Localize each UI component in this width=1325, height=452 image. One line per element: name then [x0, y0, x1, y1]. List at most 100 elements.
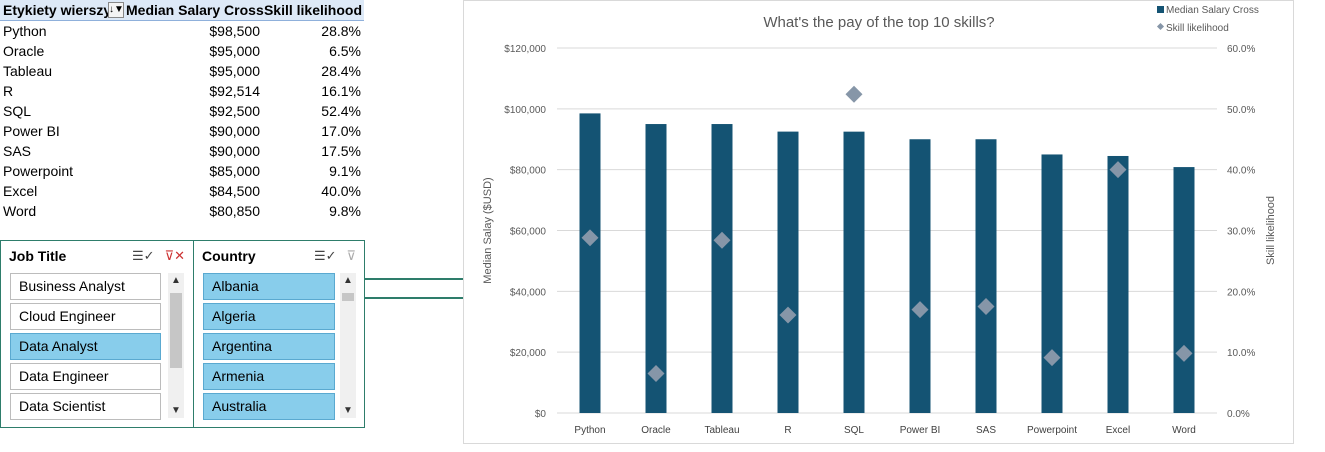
median-salary-cell: $92,500 [209, 103, 260, 119]
skill-marker [713, 231, 731, 249]
median-salary-cell: $95,000 [209, 43, 260, 59]
bar [1107, 155, 1129, 413]
filter-sort-icon[interactable]: ↓▼ [108, 2, 124, 18]
y2-tick-label: 60.0% [1227, 44, 1255, 55]
scroll-down-icon[interactable]: ▼ [171, 405, 181, 416]
skill-marker [647, 364, 665, 382]
skill-name: Word [3, 203, 37, 219]
slicer-item[interactable]: Algeria [203, 303, 335, 330]
y-tick-label: $100,000 [504, 105, 546, 116]
median-salary-cell: $90,000 [209, 123, 260, 139]
pivot-row[interactable]: Oracle $95,000 6.5% [0, 41, 364, 61]
bar [843, 131, 865, 414]
slicer-scrollbar[interactable]: ▲ ▼ [168, 273, 184, 418]
pivot-row[interactable]: SAS $90,000 17.5% [0, 141, 364, 161]
clear-filter-icon[interactable]: ⊽ [346, 248, 356, 263]
pivot-row[interactable]: Tableau $95,000 28.4% [0, 61, 364, 81]
x-tick-label: Python [574, 425, 605, 436]
median-salary-cell: $92,514 [209, 83, 260, 99]
slicer-item[interactable]: Australia [203, 393, 335, 420]
y-tick-label: $80,000 [510, 166, 547, 177]
connector-line [365, 278, 463, 280]
y2-tick-label: 10.0% [1227, 348, 1255, 359]
scroll-up-icon[interactable]: ▲ [171, 275, 181, 286]
skill-likelihood-cell: 28.8% [321, 23, 361, 39]
skill-name: Oracle [3, 43, 45, 59]
x-tick-label: Word [1172, 425, 1196, 436]
bar [711, 124, 733, 414]
connector-line [365, 297, 463, 299]
multi-select-icon[interactable]: ☰✓ [132, 248, 155, 263]
pivot-table: Etykiety wierszy ↓▼ Median Salary Cross … [0, 0, 364, 221]
y-tick-label: $0 [535, 409, 547, 420]
legend-label: Skill likelihood [1166, 23, 1229, 34]
scroll-down-icon[interactable]: ▼ [343, 405, 353, 416]
col-header-salary: Median Salary Cross [126, 2, 264, 18]
skill-name: SAS [3, 143, 32, 159]
slicer-item[interactable]: Data Analyst [10, 333, 161, 360]
scroll-thumb[interactable] [342, 293, 354, 301]
x-tick-label: Oracle [641, 425, 671, 436]
legend-swatch-marker [1156, 22, 1165, 31]
y2-tick-label: 30.0% [1227, 227, 1255, 238]
slicer-item[interactable]: Business Analyst [10, 273, 161, 300]
skill-name: Tableau [3, 63, 53, 79]
bar [975, 139, 997, 413]
bar [909, 139, 931, 413]
pivot-row[interactable]: R $92,514 16.1% [0, 81, 364, 101]
skill-likelihood-cell: 17.5% [321, 143, 361, 159]
y2-tick-label: 40.0% [1227, 166, 1255, 177]
col-header-skill: Skill likelihood [263, 2, 362, 18]
legend-swatch-bar [1157, 6, 1164, 13]
legend-label: Median Salary Cross [1166, 5, 1259, 16]
slicer-item[interactable]: Argentina [203, 333, 335, 360]
bar [1041, 154, 1063, 414]
median-salary-cell: $95,000 [209, 63, 260, 79]
skill-likelihood-cell: 17.0% [321, 123, 361, 139]
pivot-row[interactable]: Powerpoint $85,000 9.1% [0, 161, 364, 181]
y2-tick-label: 0.0% [1227, 409, 1250, 420]
chart-title: What's the pay of the top 10 skills? [763, 14, 994, 31]
scroll-thumb[interactable] [170, 293, 182, 368]
multi-select-icon[interactable]: ☰✓ [313, 248, 337, 263]
y-tick-label: $40,000 [510, 287, 547, 298]
clear-filter-icon[interactable]: ⊽✕ [164, 248, 185, 263]
slicer-item[interactable]: Data Engineer [10, 363, 161, 390]
median-salary-cell: $84,500 [209, 183, 260, 199]
slicer-title: Country [202, 248, 256, 264]
y-tick-label: $120,000 [504, 44, 546, 55]
skill-marker [977, 298, 995, 316]
slicer-panel: Job Title ☰✓ ⊽✕ Business Analyst Cloud En… [0, 240, 365, 428]
skill-marker [845, 85, 863, 103]
slicer-country: Country ☰✓ ⊽ Albania Algeria Argentina Arme… [193, 241, 364, 427]
slicer-item[interactable]: Albania [203, 273, 335, 300]
pivot-row[interactable]: SQL $92,500 52.4% [0, 101, 364, 121]
pivot-row[interactable]: Python $98,500 28.8% [0, 21, 364, 41]
median-salary-cell: $80,850 [209, 203, 260, 219]
bar [579, 113, 601, 413]
slicer-item[interactable]: Data Scientist [10, 393, 161, 420]
pivot-row[interactable]: Power BI $90,000 17.0% [0, 121, 364, 141]
slicer-scrollbar[interactable]: ▲ ▼ [340, 273, 356, 418]
pivot-row[interactable]: Excel $84,500 40.0% [0, 181, 364, 201]
skill-likelihood-cell: 52.4% [321, 103, 361, 119]
slicer-title: Job Title [9, 248, 67, 264]
skill-likelihood-cell: 40.0% [321, 183, 361, 199]
median-salary-cell: $85,000 [209, 163, 260, 179]
bar [777, 131, 799, 413]
skill-marker [911, 301, 929, 319]
pivot-row[interactable]: Word $80,850 9.8% [0, 201, 364, 221]
y2-axis-title: Skill likelihood [1265, 196, 1277, 265]
y-tick-label: $60,000 [510, 227, 547, 238]
skill-likelihood-cell: 28.4% [321, 63, 361, 79]
skill-name: R [3, 83, 14, 99]
x-tick-label: Powerpoint [1027, 425, 1077, 436]
bar [645, 124, 667, 414]
median-salary-cell: $90,000 [209, 143, 260, 159]
slicer-item[interactable]: Cloud Engineer [10, 303, 161, 330]
scroll-up-icon[interactable]: ▲ [343, 275, 353, 286]
slicer-item[interactable]: Armenia [203, 363, 335, 390]
x-tick-label: SQL [844, 425, 864, 436]
skill-likelihood-cell: 9.1% [329, 163, 361, 179]
combo-chart[interactable]: What's the pay of the top 10 skills? $0 0.… [463, 0, 1294, 444]
